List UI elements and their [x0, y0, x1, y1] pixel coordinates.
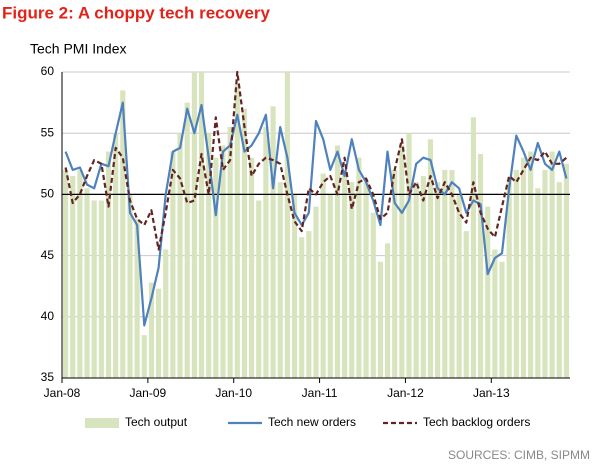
bar	[156, 288, 162, 378]
bar	[363, 182, 369, 378]
bar	[84, 188, 90, 378]
x-tick-label: Jan-08	[44, 386, 81, 400]
dashed-line	[64, 70, 568, 251]
bar	[556, 182, 562, 378]
bar	[506, 182, 512, 378]
bar	[227, 127, 233, 378]
bar	[241, 108, 248, 378]
bar	[499, 261, 505, 378]
bar	[435, 182, 441, 378]
y-tick-label: 35	[41, 370, 55, 384]
bar	[384, 243, 391, 378]
bar	[528, 151, 534, 378]
x-tick-label: Jan-11	[302, 386, 338, 400]
bar	[163, 249, 169, 378]
bar	[63, 169, 69, 378]
bar	[313, 206, 319, 378]
bar	[356, 157, 362, 378]
bar	[148, 282, 155, 378]
bar	[470, 117, 476, 379]
y-tick-label: 60	[41, 64, 55, 78]
bar	[277, 182, 283, 378]
line	[64, 101, 568, 327]
bar	[349, 182, 355, 378]
legend-label: Tech new orders	[268, 415, 356, 429]
legend-swatch	[85, 418, 119, 428]
bar	[77, 169, 83, 378]
bar	[191, 72, 197, 378]
x-tick-label: Jan-09	[130, 386, 167, 400]
bar	[220, 145, 226, 378]
bar	[492, 249, 498, 378]
bar	[542, 169, 548, 378]
bar	[413, 182, 419, 378]
bar	[120, 90, 126, 379]
bar	[256, 200, 262, 378]
bar	[98, 200, 104, 378]
bar	[206, 133, 212, 378]
bar	[306, 231, 312, 378]
bar	[213, 157, 219, 378]
x-tick-label: Jan-12	[387, 386, 424, 400]
bar	[249, 157, 255, 378]
bar	[513, 169, 519, 378]
bar	[127, 194, 133, 378]
bar	[291, 194, 298, 378]
chart-title: Figure 2: A choppy tech recovery	[2, 3, 271, 22]
bar	[549, 151, 555, 378]
y-tick-label: 55	[41, 125, 55, 139]
bar	[406, 133, 412, 378]
x-tick-label: Jan-13	[473, 386, 510, 400]
bar	[170, 151, 176, 378]
y-axis-label: Tech PMI Index	[30, 41, 127, 57]
bar	[563, 163, 569, 378]
bar	[234, 84, 240, 379]
bar	[141, 335, 147, 378]
bar	[184, 102, 190, 378]
bar	[270, 106, 276, 378]
bar	[392, 169, 398, 378]
bar	[477, 154, 484, 378]
bar	[377, 261, 383, 378]
bar	[334, 145, 341, 378]
legend-label: Tech output	[125, 415, 188, 429]
bar	[456, 194, 462, 378]
bar	[520, 157, 527, 378]
bar	[449, 169, 455, 378]
y-tick-label: 40	[41, 309, 55, 323]
bar	[263, 127, 269, 378]
bar	[134, 218, 140, 378]
bar	[442, 169, 448, 378]
bar	[91, 200, 97, 378]
bar	[342, 169, 348, 378]
x-tick-label: Jan-10	[215, 386, 252, 400]
bar	[427, 139, 434, 378]
bar	[177, 133, 183, 378]
y-tick-label: 50	[41, 187, 55, 201]
source: SOURCES: CIMB, SIPMM	[448, 448, 590, 462]
legend-label: Tech backlog orders	[423, 415, 530, 429]
bar	[70, 176, 76, 378]
bar	[299, 237, 305, 378]
bar	[198, 72, 205, 378]
y-tick-label: 45	[41, 248, 55, 262]
bar	[399, 145, 405, 378]
bar	[113, 133, 119, 378]
bar	[535, 188, 541, 378]
bar	[420, 176, 426, 378]
bar	[327, 194, 333, 378]
bar	[463, 231, 469, 378]
bar	[284, 72, 290, 378]
bar	[485, 206, 491, 378]
bar	[370, 212, 376, 378]
bar	[320, 173, 326, 378]
bar	[105, 151, 112, 378]
